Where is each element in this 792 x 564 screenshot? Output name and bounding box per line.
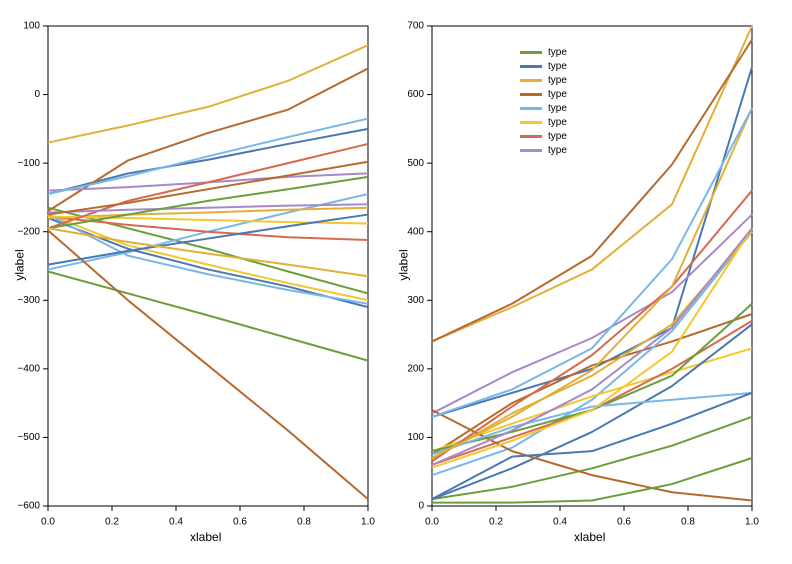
x-tick-label: 1.0 xyxy=(361,517,375,528)
series-line xyxy=(48,271,368,360)
legend-item: type xyxy=(520,87,567,101)
series-line xyxy=(48,215,368,301)
series-line xyxy=(432,215,752,414)
panel-a: 0.00.20.40.60.81.0−600−500−400−300−200−1… xyxy=(48,26,368,506)
x-tick-label: 0.0 xyxy=(425,517,439,528)
y-tick-label: 500 xyxy=(407,158,424,169)
legend-swatch xyxy=(520,65,542,68)
legend-swatch xyxy=(520,107,542,110)
series-line xyxy=(432,191,752,462)
figure: 0.0 0.2 0.4 0.6 0.8 1.0 −600 −500 −400 −300 −200 −1… xyxy=(0,0,792,564)
x-tick-label: 0.4 xyxy=(553,517,567,528)
series-line xyxy=(432,40,752,342)
x-tick-label: 0.4 xyxy=(169,517,183,528)
y-tick-label: 600 xyxy=(407,89,424,100)
legend-label: type xyxy=(548,75,567,86)
legend-item: type xyxy=(520,73,567,87)
series-line xyxy=(48,230,368,499)
x-tick-label: 0.8 xyxy=(681,517,695,528)
y-tick-label: 100 xyxy=(23,21,40,32)
x-axis-title: xlabel xyxy=(574,530,605,544)
legend-swatch xyxy=(520,51,542,54)
y-tick-label: −600 xyxy=(17,501,40,512)
x-tick-label: 0.6 xyxy=(617,517,631,528)
x-tick-label: 0.0 xyxy=(41,517,55,528)
y-tick-label: −400 xyxy=(17,363,40,374)
y-tick-label: 100 xyxy=(407,432,424,443)
legend-label: type xyxy=(548,131,567,142)
series-line xyxy=(432,26,752,341)
panel-svg: 0.0 0.2 0.4 0.6 0.8 1.0 −600 −500 −400 −300 −200 −1… xyxy=(12,0,404,542)
y-tick-label: 300 xyxy=(407,295,424,306)
legend-item: type xyxy=(520,59,567,73)
legend-swatch xyxy=(520,93,542,96)
legend-item: type xyxy=(520,129,567,143)
x-tick-label: 0.8 xyxy=(297,517,311,528)
y-tick-label: −300 xyxy=(17,295,40,306)
legend-label: type xyxy=(548,103,567,114)
panel-svg: 0.0 0.2 0.4 0.6 0.8 1.0 0 100 200 300 400 500 600 700 xyxy=(396,0,788,542)
y-tick-label: 400 xyxy=(407,226,424,237)
legend-item: type xyxy=(520,115,567,129)
legend-item: type xyxy=(520,101,567,115)
y-tick-label: −500 xyxy=(17,432,40,443)
y-axis-title: ylabel xyxy=(13,249,27,280)
x-tick-label: 0.2 xyxy=(489,517,503,528)
legend-label: type xyxy=(548,89,567,100)
series-line xyxy=(432,108,752,458)
y-tick-label: 0 xyxy=(34,89,40,100)
legend-item: type xyxy=(520,143,567,157)
legend-swatch xyxy=(520,79,542,82)
y-axis-title: ylabel xyxy=(397,249,411,280)
legend-swatch xyxy=(520,135,542,138)
x-axis-title: xlabel xyxy=(190,530,221,544)
legend-label: type xyxy=(548,61,567,72)
legend-item: type xyxy=(520,45,567,59)
x-tick-label: 0.2 xyxy=(105,517,119,528)
x-tick-label: 0.6 xyxy=(233,517,247,528)
y-tick-label: −200 xyxy=(17,226,40,237)
legend-label: type xyxy=(548,117,567,128)
legend: type type type type type type type type xyxy=(520,45,567,157)
legend-label: type xyxy=(548,47,567,58)
y-tick-label: 200 xyxy=(407,363,424,374)
panel-b: 0.00.20.40.60.81.00100200300400500600700… xyxy=(432,26,752,506)
y-tick-label: 0 xyxy=(418,501,424,512)
legend-swatch xyxy=(520,149,542,152)
y-tick-label: 700 xyxy=(407,21,424,32)
x-tick-label: 1.0 xyxy=(745,517,759,528)
legend-label: type xyxy=(548,145,567,156)
legend-swatch xyxy=(520,121,542,124)
y-tick-label: −100 xyxy=(17,158,40,169)
series-line xyxy=(432,232,752,460)
